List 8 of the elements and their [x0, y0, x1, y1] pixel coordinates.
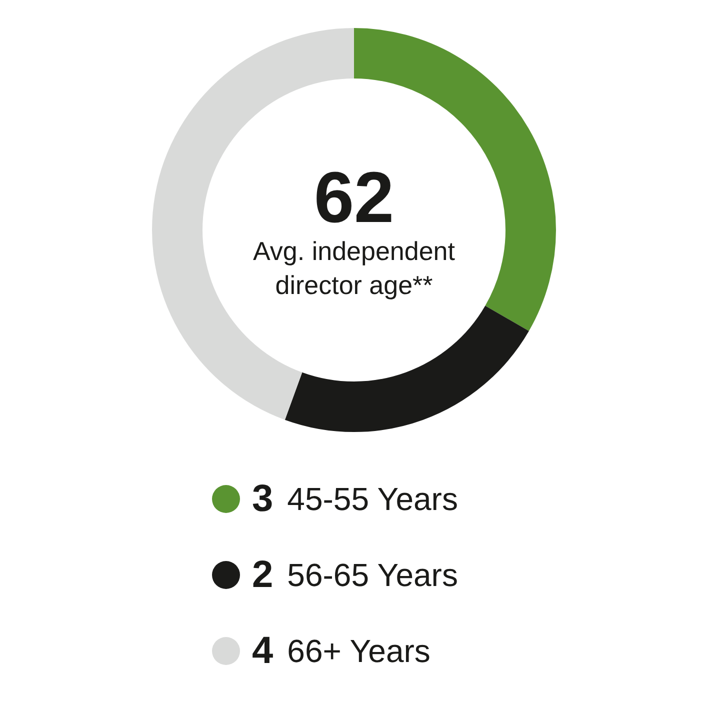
legend-label: 45-55 Years — [287, 480, 458, 518]
data-label: 3 — [252, 478, 274, 520]
legend-label: 56-65 Years — [287, 556, 458, 594]
data-label: 4 — [252, 630, 274, 672]
text: 62 — [314, 158, 394, 238]
data-label: 2 — [252, 554, 274, 596]
text: Avg. independent director age** — [253, 236, 456, 300]
legend-label: 66+ Years — [287, 632, 430, 670]
